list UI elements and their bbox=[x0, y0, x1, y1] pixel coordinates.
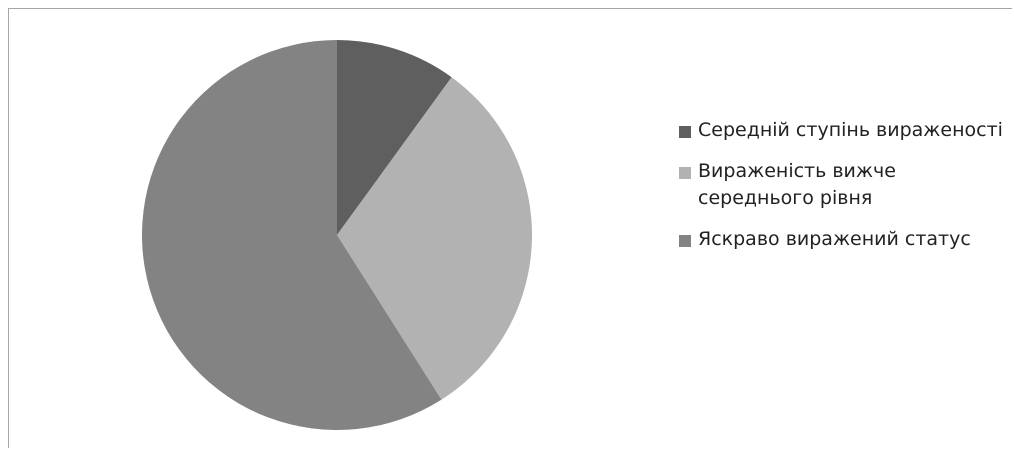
legend-swatch-pronounced bbox=[679, 235, 691, 247]
legend-entry-pronounced: Яскраво виражений статус bbox=[676, 226, 1006, 253]
legend-entry-above-average: Вираженість вижче середнього рівня bbox=[676, 158, 1006, 212]
chart-area bbox=[8, 8, 1012, 448]
legend-swatch-medium bbox=[679, 126, 691, 138]
legend-entry-medium: Середній ступінь вираженості bbox=[676, 117, 1006, 144]
pie-slice-above-average bbox=[337, 77, 533, 400]
legend-swatch-above-average bbox=[679, 167, 691, 179]
legend: Середній ступінь вираженості Вираженість… bbox=[676, 117, 1006, 267]
pie-slice-medium bbox=[337, 40, 452, 235]
legend-label-pronounced: Яскраво виражений статус bbox=[698, 228, 971, 250]
legend-label-above-average: Вираженість вижче середнього рівня bbox=[698, 160, 896, 209]
pie-slice-pronounced bbox=[142, 40, 442, 430]
legend-label-medium: Середній ступінь вираженості bbox=[698, 119, 1003, 141]
